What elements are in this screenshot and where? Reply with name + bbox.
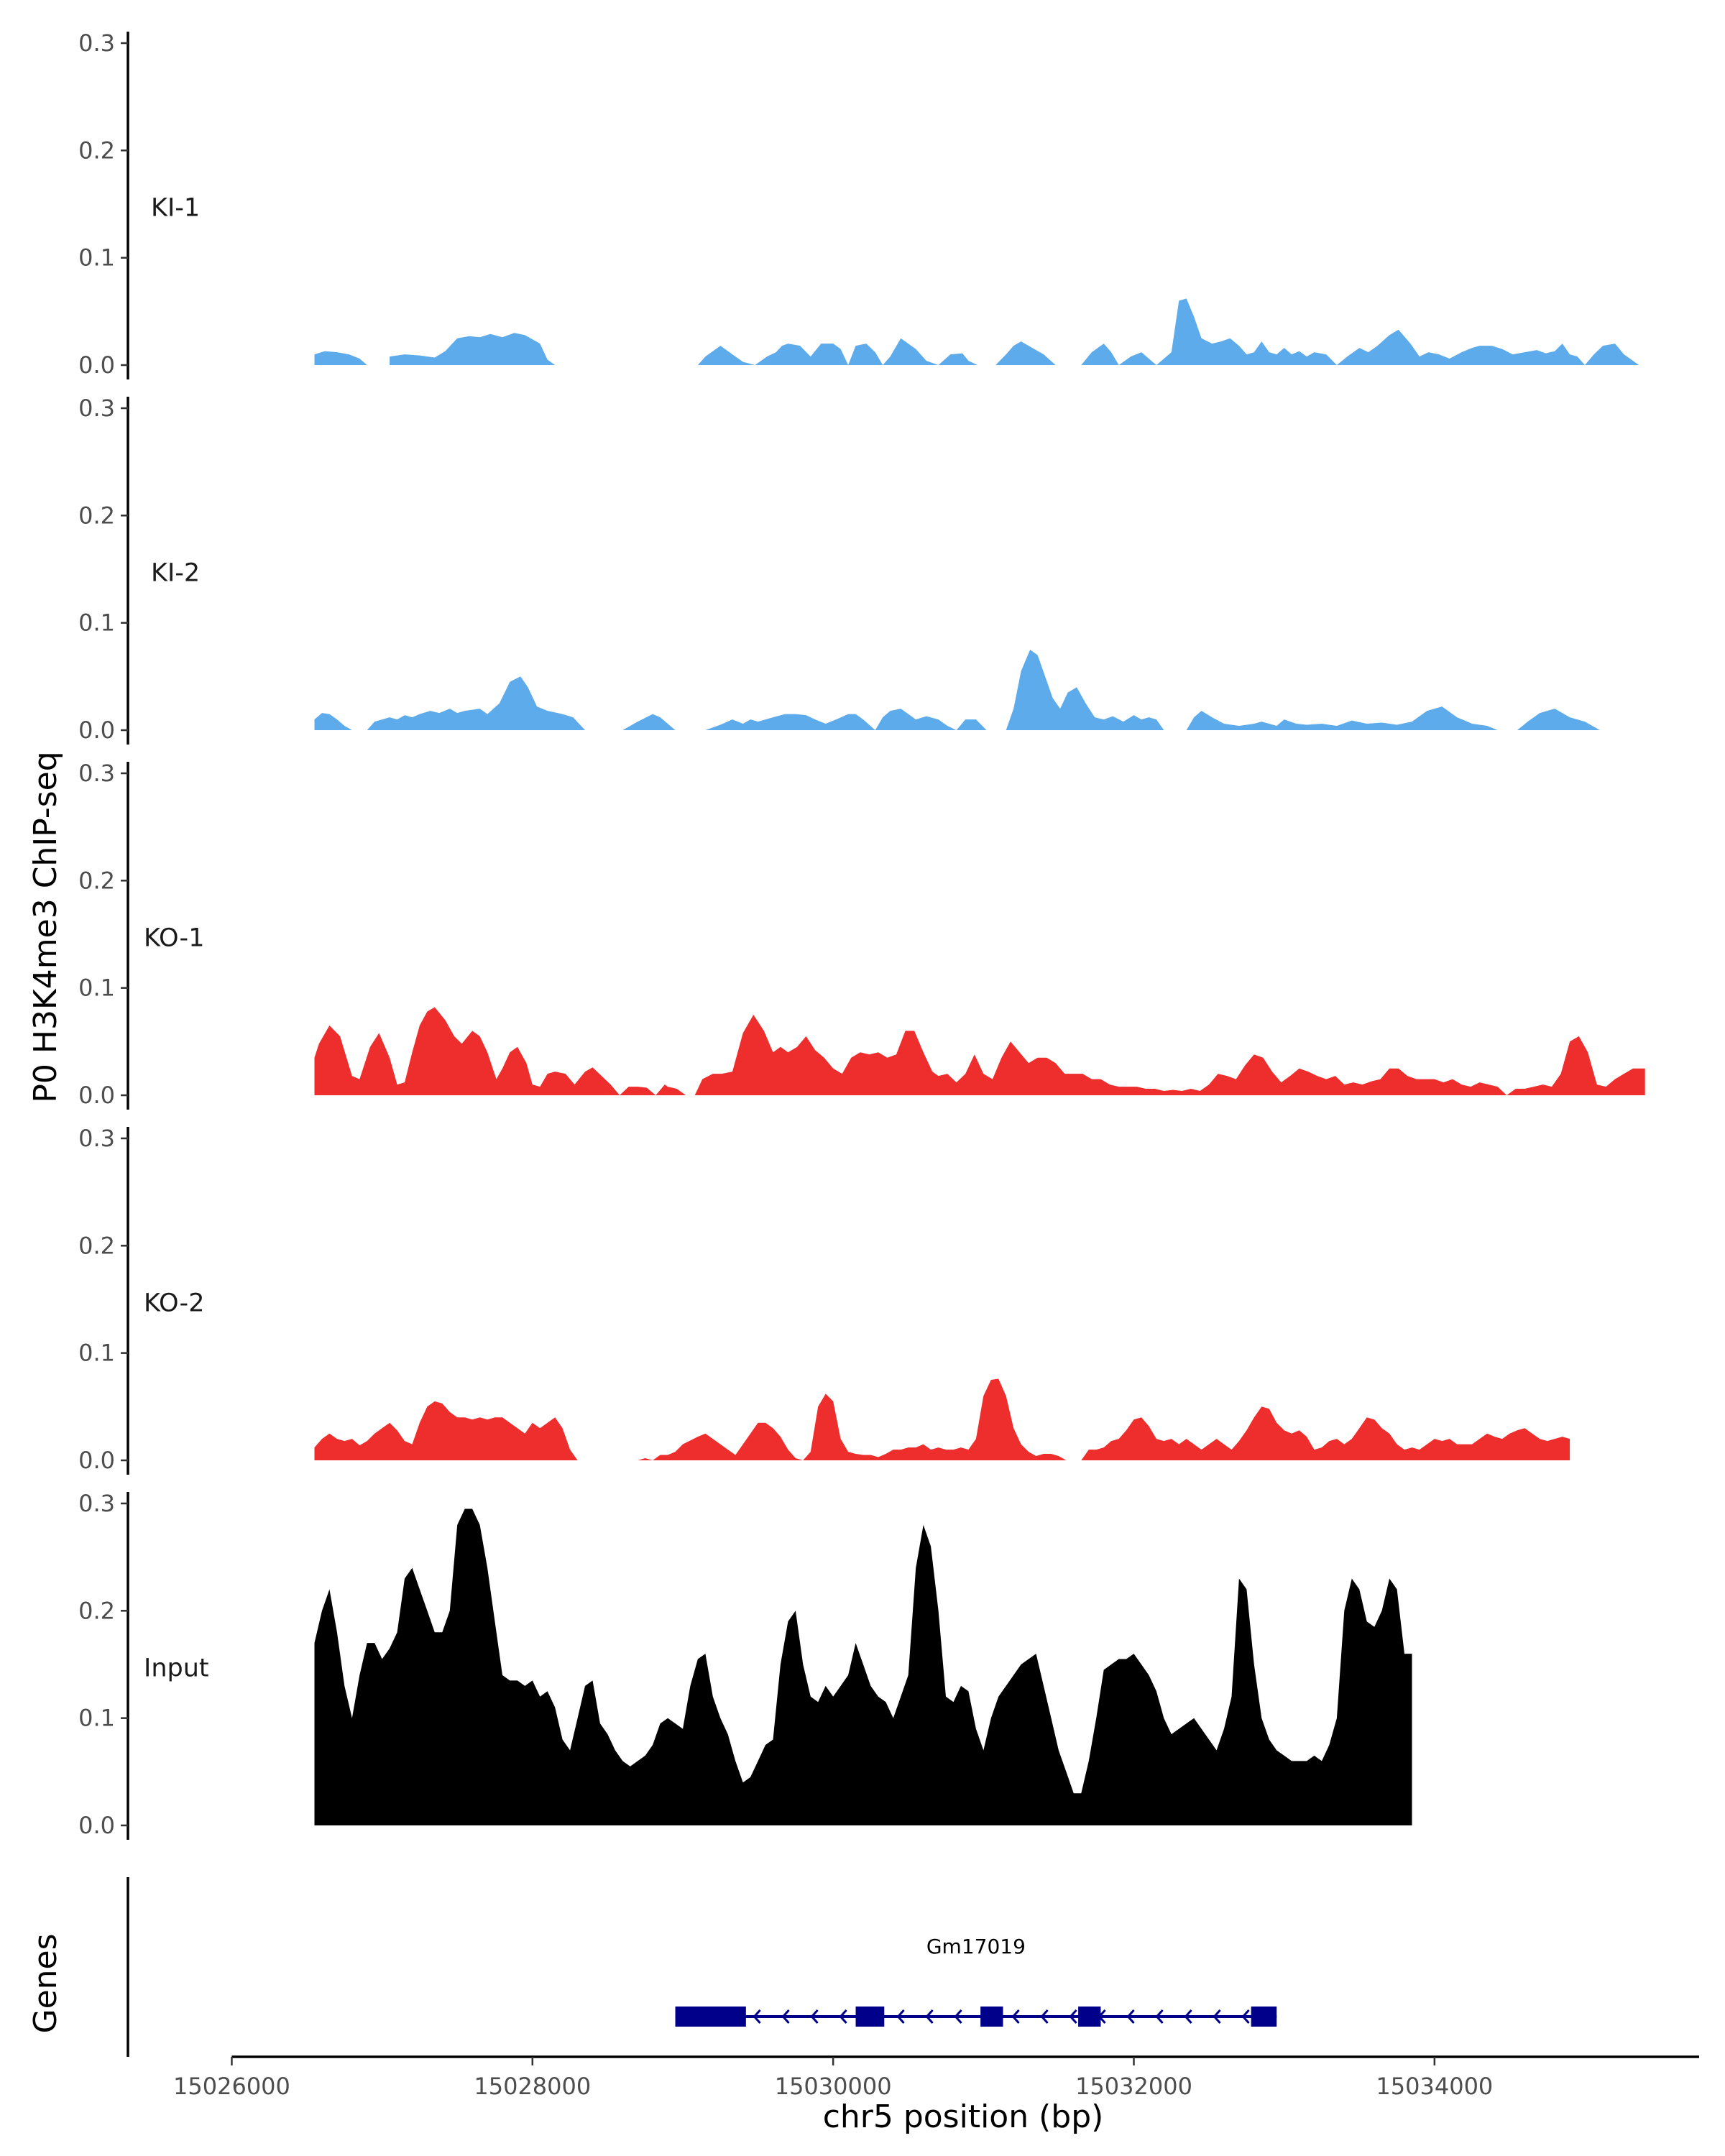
gene-exon[interactable] <box>1251 2007 1277 2027</box>
track-label: KO-2 <box>144 1289 204 1317</box>
x-tick-label: 15028000 <box>474 2073 591 2100</box>
signal-area <box>390 333 556 365</box>
strand-chevron <box>753 2009 761 2024</box>
track-ko-1: 0.0 0.1 0.2 0.3 KO-1 <box>78 760 1645 1110</box>
signal-area <box>622 714 676 730</box>
track-ki-1: 0.0 0.1 0.2 0.3 KI-1 <box>78 29 1645 379</box>
gene-exon[interactable] <box>1078 2007 1101 2027</box>
signal-area <box>314 1007 1645 1095</box>
y-tick-label: 0.0 <box>78 1082 115 1109</box>
signal-area <box>314 351 367 365</box>
signal-area <box>1517 709 1645 730</box>
x-axis-title: chr5 position (bp) <box>823 2099 1104 2135</box>
strand-chevron <box>839 2009 847 2024</box>
gene-exon[interactable] <box>675 2007 746 2027</box>
track-label: KI-2 <box>151 558 200 587</box>
track-label: KI-1 <box>151 193 200 222</box>
y-tick-label: 0.2 <box>78 502 115 529</box>
genes-axis-title: Genes <box>27 1933 64 2033</box>
gene-name-label: Gm17019 <box>926 1935 1026 1958</box>
y-tick-label: 0.1 <box>78 1705 115 1732</box>
strand-chevron <box>896 2009 905 2024</box>
y-tick-label: 0.3 <box>78 1490 115 1517</box>
x-tick-label: 15034000 <box>1376 2073 1493 2100</box>
x-tick-label: 15026000 <box>173 2073 290 2100</box>
signal-area <box>367 676 585 730</box>
signal-area <box>1186 706 1498 730</box>
gene-exon[interactable] <box>855 2007 885 2027</box>
y-tick-label: 0.1 <box>78 244 115 272</box>
y-tick-label: 0.0 <box>78 351 115 379</box>
signal-area <box>314 1508 1412 1825</box>
y-tick-label: 0.0 <box>78 1447 115 1474</box>
track-input: 0.0 0.1 0.2 0.3 Input <box>78 1490 1412 1840</box>
signal-area <box>314 1401 578 1460</box>
y-tick-label: 0.1 <box>78 1340 115 1367</box>
signal-area <box>622 1378 1067 1460</box>
track-ko-2: 0.0 0.1 0.2 0.3 KO-2 <box>78 1125 1570 1475</box>
signal-area <box>1081 1406 1570 1460</box>
x-tick-label: 15030000 <box>775 2073 892 2100</box>
y-tick-label: 0.2 <box>78 1232 115 1259</box>
track-label: KO-1 <box>144 923 204 952</box>
y-tick-label: 0.0 <box>78 717 115 744</box>
y-tick-label: 0.1 <box>78 609 115 637</box>
gene-exon[interactable] <box>980 2007 1003 2027</box>
strand-chevron <box>925 2009 934 2024</box>
strand-chevron <box>1040 2009 1049 2024</box>
y-tick-label: 0.3 <box>78 1125 115 1152</box>
x-tick-label: 15032000 <box>1075 2073 1192 2100</box>
signal-area <box>314 713 352 730</box>
strand-chevron <box>1241 2009 1250 2024</box>
y-tick-label: 0.3 <box>78 395 115 422</box>
track-label: Input <box>144 1654 209 1682</box>
signal-area <box>1081 298 1645 365</box>
strand-chevron <box>810 2009 819 2024</box>
strand-chevron <box>1011 2009 1020 2024</box>
signal-area <box>1006 650 1164 730</box>
signal-area <box>995 341 1056 365</box>
y-tick-label: 0.1 <box>78 975 115 1002</box>
y-tick-label: 0.3 <box>78 760 115 787</box>
y-tick-label: 0.0 <box>78 1812 115 1839</box>
strand-chevron <box>1184 2009 1192 2024</box>
y-tick-label: 0.2 <box>78 867 115 894</box>
strand-chevron <box>1213 2009 1221 2024</box>
y-tick-label: 0.2 <box>78 137 115 164</box>
signal-area <box>705 709 987 730</box>
strand-chevron <box>1155 2009 1164 2024</box>
strand-chevron <box>1126 2009 1135 2024</box>
strand-chevron <box>781 2009 790 2024</box>
strand-chevron <box>1069 2009 1077 2024</box>
y-tick-label: 0.2 <box>78 1597 115 1624</box>
y-tick-label: 0.3 <box>78 29 115 57</box>
strand-chevron <box>954 2009 962 2024</box>
signal-area <box>697 338 978 365</box>
track-ki-2: 0.0 0.1 0.2 0.3 KI-2 <box>78 395 1645 745</box>
y-axis-title: P0 H3K4me3 ChIP-seq <box>27 751 64 1102</box>
